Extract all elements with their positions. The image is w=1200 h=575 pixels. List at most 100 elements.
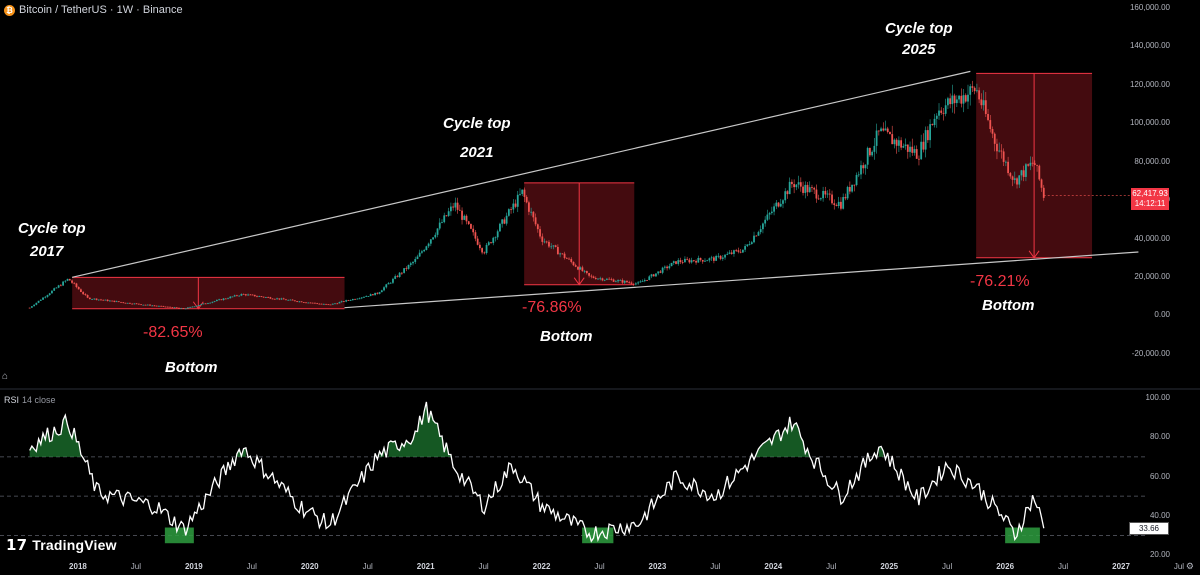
rsi-tick-label: 100.00	[1145, 393, 1170, 402]
candle-body	[962, 95, 965, 104]
candle-body	[507, 209, 510, 216]
candle-body	[975, 90, 978, 92]
candle-body	[142, 304, 145, 306]
candle-countdown: 14:12:11	[1134, 199, 1166, 208]
candle-body	[425, 246, 428, 251]
settings-gear-icon[interactable]: ⚙	[1185, 561, 1194, 571]
drawdown-label-2025: -76.21%	[970, 273, 1030, 290]
rsi-header[interactable]: RSI 14 close	[4, 395, 56, 405]
candle-body	[240, 293, 243, 296]
candle-body	[996, 143, 998, 152]
candle-body	[398, 272, 401, 277]
candle-body	[403, 268, 405, 273]
lock-icon[interactable]: ⌂	[2, 371, 9, 382]
candle-body	[650, 274, 653, 277]
candle-body	[222, 298, 225, 301]
candle-body	[880, 128, 882, 132]
candle-body	[416, 256, 419, 260]
candle-body	[630, 282, 633, 284]
candle-body	[189, 306, 192, 308]
candle-body	[791, 181, 793, 185]
candle-body	[597, 278, 599, 280]
candle-body	[1040, 179, 1043, 188]
candle-body	[265, 297, 267, 298]
candle-body	[826, 193, 829, 195]
candle-body	[721, 257, 724, 259]
candle-body	[472, 228, 475, 233]
annotation-text: Cycle top	[885, 20, 953, 37]
candle-body	[634, 283, 637, 285]
candle-body	[55, 287, 58, 289]
candle-body	[735, 250, 738, 252]
candle-body	[817, 198, 820, 200]
tradingview-logo[interactable]: 𝟭𝟳 TradingView	[6, 536, 117, 554]
candle-body	[432, 237, 434, 240]
candle-body	[349, 300, 352, 301]
candle-body	[151, 305, 154, 307]
candle-body	[741, 249, 744, 253]
candle-body	[414, 259, 417, 262]
candle-body	[833, 203, 836, 206]
candle-body	[739, 251, 742, 253]
candle-body	[579, 267, 582, 270]
candle-body	[864, 164, 867, 169]
candle-body	[869, 147, 871, 156]
candle-body	[786, 191, 789, 195]
candle-body	[336, 303, 339, 305]
candle-body	[1013, 178, 1016, 180]
candle-body	[465, 215, 468, 222]
candle-body	[1025, 164, 1027, 177]
candle-body	[895, 139, 898, 146]
candle-body	[777, 202, 780, 207]
candle-body	[456, 202, 459, 210]
candle-body	[543, 241, 546, 243]
candle-body	[62, 281, 64, 286]
candle-body	[534, 217, 537, 225]
candle-body	[316, 303, 319, 305]
candle-body	[926, 130, 929, 141]
candle-body	[681, 262, 684, 263]
candle-body	[643, 279, 646, 282]
candle-body	[846, 187, 849, 199]
candle-body	[626, 280, 628, 283]
time-tick-label: Jul	[942, 562, 953, 571]
candle-body	[514, 203, 517, 207]
candle-body	[503, 219, 506, 224]
candle-body	[1020, 170, 1023, 176]
candle-body	[873, 145, 876, 152]
candle-body	[120, 301, 122, 303]
candle-body	[133, 303, 136, 305]
rsi-oversold-zone	[1005, 527, 1040, 544]
candle-body	[793, 184, 796, 188]
candle-body	[68, 278, 71, 281]
drawdown-label-2017: -82.65%	[143, 324, 203, 341]
rsi-tick-label: 80.00	[1149, 432, 1170, 442]
bottom-label-2025: Bottom	[982, 297, 1035, 314]
candle-body	[447, 211, 450, 216]
bottom-label-2017: Bottom	[165, 359, 218, 376]
candle-body	[666, 266, 668, 269]
symbol-header[interactable]: ₿ Bitcoin / TetherUS · 1W · Binance	[4, 3, 183, 17]
candle-body	[532, 211, 535, 218]
candle-body	[541, 236, 544, 242]
candle-body	[409, 263, 412, 265]
candle-body	[877, 130, 880, 132]
candle-body	[273, 298, 276, 300]
lower-trend-line	[344, 251, 1139, 309]
candle-body	[394, 276, 397, 279]
price-tick-label: 160,000.00	[1129, 3, 1170, 12]
candle-body	[819, 198, 822, 200]
candle-body	[998, 150, 1001, 152]
candle-body	[108, 300, 111, 302]
candle-body	[129, 302, 131, 304]
candle-body	[572, 261, 575, 266]
candle-body	[831, 194, 833, 204]
candle-body	[476, 238, 479, 245]
candle-body	[585, 270, 588, 274]
candle-body	[293, 300, 296, 302]
candle-body	[360, 297, 363, 299]
candle-body	[851, 184, 853, 192]
candle-body	[340, 301, 343, 303]
candle-body	[365, 296, 368, 297]
